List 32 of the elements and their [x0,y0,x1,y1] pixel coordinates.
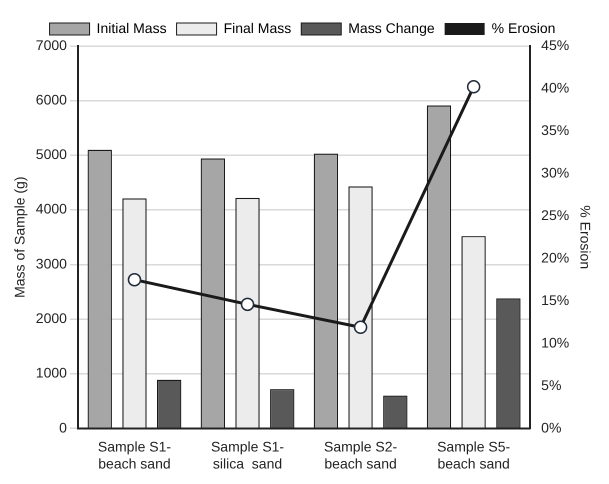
y2-tick-label: 15% [541,292,570,308]
point [128,272,142,286]
y-tick-label: 5000 [36,146,68,162]
y-tick-label: 0 [59,419,68,436]
y2-tick-label: 40% [541,79,570,96]
y-axis-title: Mass of Sample (g) [11,176,28,298]
y2-tick-label: 35% [541,122,570,138]
legend-label: % Erosion [492,20,556,36]
y2-tick-label: 20% [541,249,570,266]
point [240,298,254,312]
y2-tick-label: 0% [541,419,562,436]
y2-tick-label: 5% [541,376,562,393]
legend-label: Final Mass [224,20,292,36]
point [466,80,480,94]
y2-tick-label: 30% [541,164,570,180]
y-tick-label: 4000 [36,200,68,217]
x-tick-label: Sample S5- beach sand [437,438,511,472]
y-tick-label: 2000 [36,310,68,326]
point [354,320,368,334]
y2-tick-label: 45% [541,36,570,53]
x-tick-label: Sample S2- beach sand [324,438,398,472]
y-tick-label: 6000 [36,91,68,108]
legend-label: Mass Change [348,20,435,36]
y2-axis-title: % Erosion [578,205,594,270]
x-tick-label: Sample S1- beach sand [98,438,172,472]
y-tick-label: 1000 [36,364,68,381]
x-tick-label: Sample S1- silica sand [210,438,284,472]
y-tick-label: 7000 [36,36,68,53]
y2-tick-label: 25% [541,206,570,223]
legend-label: Initial Mass [96,20,167,36]
y-tick-label: 3000 [36,255,68,272]
y2-tick-label: 10% [541,334,570,350]
